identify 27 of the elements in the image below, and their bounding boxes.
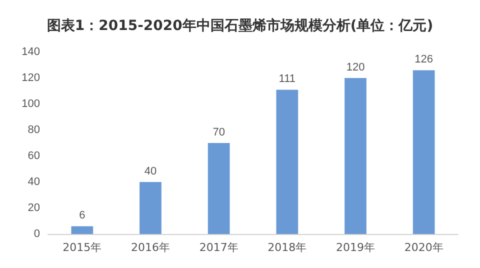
bar (412, 70, 435, 234)
bar (344, 78, 366, 234)
x-tick-label: 2018年 (268, 241, 307, 254)
chart-title: 图表1：2015-2020年中国石墨烯市场规模分析(单位：亿元) (46, 17, 434, 34)
data-label: 111 (278, 73, 296, 86)
x-tick-label: 2020年 (404, 241, 444, 254)
x-tick-label: 2015年 (62, 241, 102, 254)
y-tick-label: 140 (22, 46, 40, 58)
data-label: 6 (79, 210, 86, 222)
y-tick-label: 100 (22, 98, 40, 110)
bar (140, 182, 162, 234)
y-tick-label: 40 (28, 176, 40, 188)
y-tick-label: 120 (22, 72, 40, 84)
x-tick-label: 2017年 (199, 241, 238, 254)
data-label: 120 (346, 62, 365, 74)
y-tick-label: 20 (28, 202, 40, 214)
bar (276, 90, 298, 234)
y-tick-label: 80 (28, 124, 40, 136)
data-label: 40 (144, 166, 157, 178)
y-tick-label: 0 (34, 228, 40, 240)
x-tick-label: 2019年 (336, 241, 375, 254)
bar (208, 143, 230, 234)
data-label: 126 (414, 54, 434, 66)
data-label: 70 (212, 126, 225, 138)
bar (71, 226, 94, 234)
y-tick-label: 60 (28, 150, 40, 162)
x-tick-label: 2016年 (131, 241, 170, 254)
